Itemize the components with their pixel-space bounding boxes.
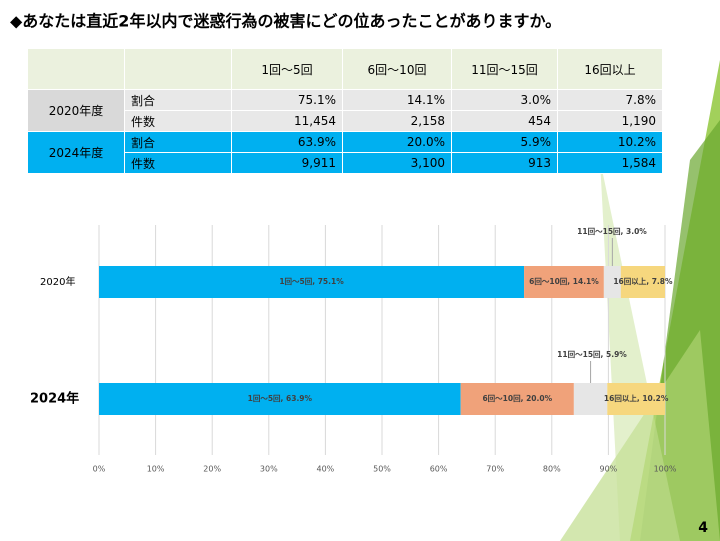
bar-segment (607, 383, 665, 415)
data-label: 16回以上, 7.8% (613, 276, 673, 286)
bar-segment (99, 266, 525, 298)
y-tick-label: 2020年 (40, 275, 75, 288)
table-cell: 10.2% (557, 131, 663, 153)
table-cell: 75.1% (231, 89, 343, 111)
data-label: 6回～10回, 20.0% (482, 394, 552, 403)
bar-segment (524, 266, 604, 298)
x-tick-label: 0% (93, 465, 106, 474)
table-cell: 14.1% (342, 89, 452, 111)
bar-segment (99, 383, 461, 415)
row-label: 割合 (124, 131, 232, 153)
corner-cell (124, 48, 232, 90)
table-cell: 63.9% (231, 131, 343, 153)
x-tick-label: 100% (654, 465, 677, 474)
table-row: 1回～5回 6回～10回 11回～15回 16回以上 (27, 48, 663, 90)
table: 1回～5回 6回～10回 11回～15回 16回以上 2020年度 割合 75.1% 14.1… (27, 48, 663, 174)
data-label: 16回以上, 10.2% (604, 393, 669, 403)
x-tick-label: 80% (543, 465, 561, 474)
x-tick-label: 30% (260, 465, 278, 474)
bar-segment (620, 266, 665, 298)
title: ◆あなたは直近2年以内で迷惑行為の被害にどの位あったことがありますか。 (10, 12, 561, 31)
table-cell: 2,158 (342, 110, 452, 132)
table-cell: 1,190 (557, 110, 663, 132)
row-label: 件数 (124, 110, 232, 132)
data-label: 11回～15回, 5.9% (557, 350, 627, 359)
decoration (560, 60, 720, 541)
x-tick-label: 40% (317, 465, 335, 474)
table-cell: 7.8% (557, 89, 663, 111)
bar-segment (573, 383, 608, 415)
x-tick-label: 10% (147, 465, 165, 474)
bar-segment (460, 383, 574, 415)
x-tick-label: 70% (486, 465, 504, 474)
row-label: 割合 (124, 89, 232, 111)
data-label: 6回～10回, 14.1% (529, 277, 599, 286)
column-header: 11回～15回 (451, 48, 558, 90)
x-tick-label: 50% (373, 465, 391, 474)
corner-cell (27, 48, 125, 90)
table-cell: 9,911 (231, 152, 343, 174)
table-cell: 913 (451, 152, 558, 174)
row-label: 件数 (124, 152, 232, 174)
table-row: 件数 11,454 2,158 454 1,190 (28, 110, 663, 132)
data-label: 1回～5回, 75.1% (279, 277, 344, 286)
x-tick-label: 90% (600, 465, 618, 474)
table-cell: 454 (451, 110, 558, 132)
page-number: 4 (698, 520, 708, 536)
table-cell: 3.0% (451, 89, 558, 111)
table-cell: 20.0% (342, 131, 452, 153)
table-row: 2024年度 割合 63.9% 20.0% 5.9% 10.2% (27, 131, 663, 174)
table-row: 件数 9,911 3,100 913 1,584 (28, 152, 663, 174)
bar-segment (603, 266, 621, 298)
table-cell: 3,100 (342, 152, 452, 174)
year-cell: 2020年度 (27, 89, 125, 132)
x-tick-label: 60% (430, 465, 448, 474)
y-tick-label: 2024年 (30, 391, 79, 407)
column-header: 6回～10回 (342, 48, 452, 90)
table-cell: 1,584 (557, 152, 663, 174)
column-header: 1回～5回 (231, 48, 343, 90)
table-row: 2020年度 割合 75.1% 14.1% 3.0% 7.8% (27, 89, 663, 132)
year-cell: 2024年度 (27, 131, 125, 174)
data-label: 11回～15回, 3.0% (577, 227, 647, 236)
table-cell: 11,454 (231, 110, 343, 132)
table-cell: 5.9% (451, 131, 558, 153)
column-header: 16回以上 (557, 48, 663, 90)
x-tick-label: 20% (203, 465, 221, 474)
data-label: 1回～5回, 63.9% (248, 394, 313, 403)
